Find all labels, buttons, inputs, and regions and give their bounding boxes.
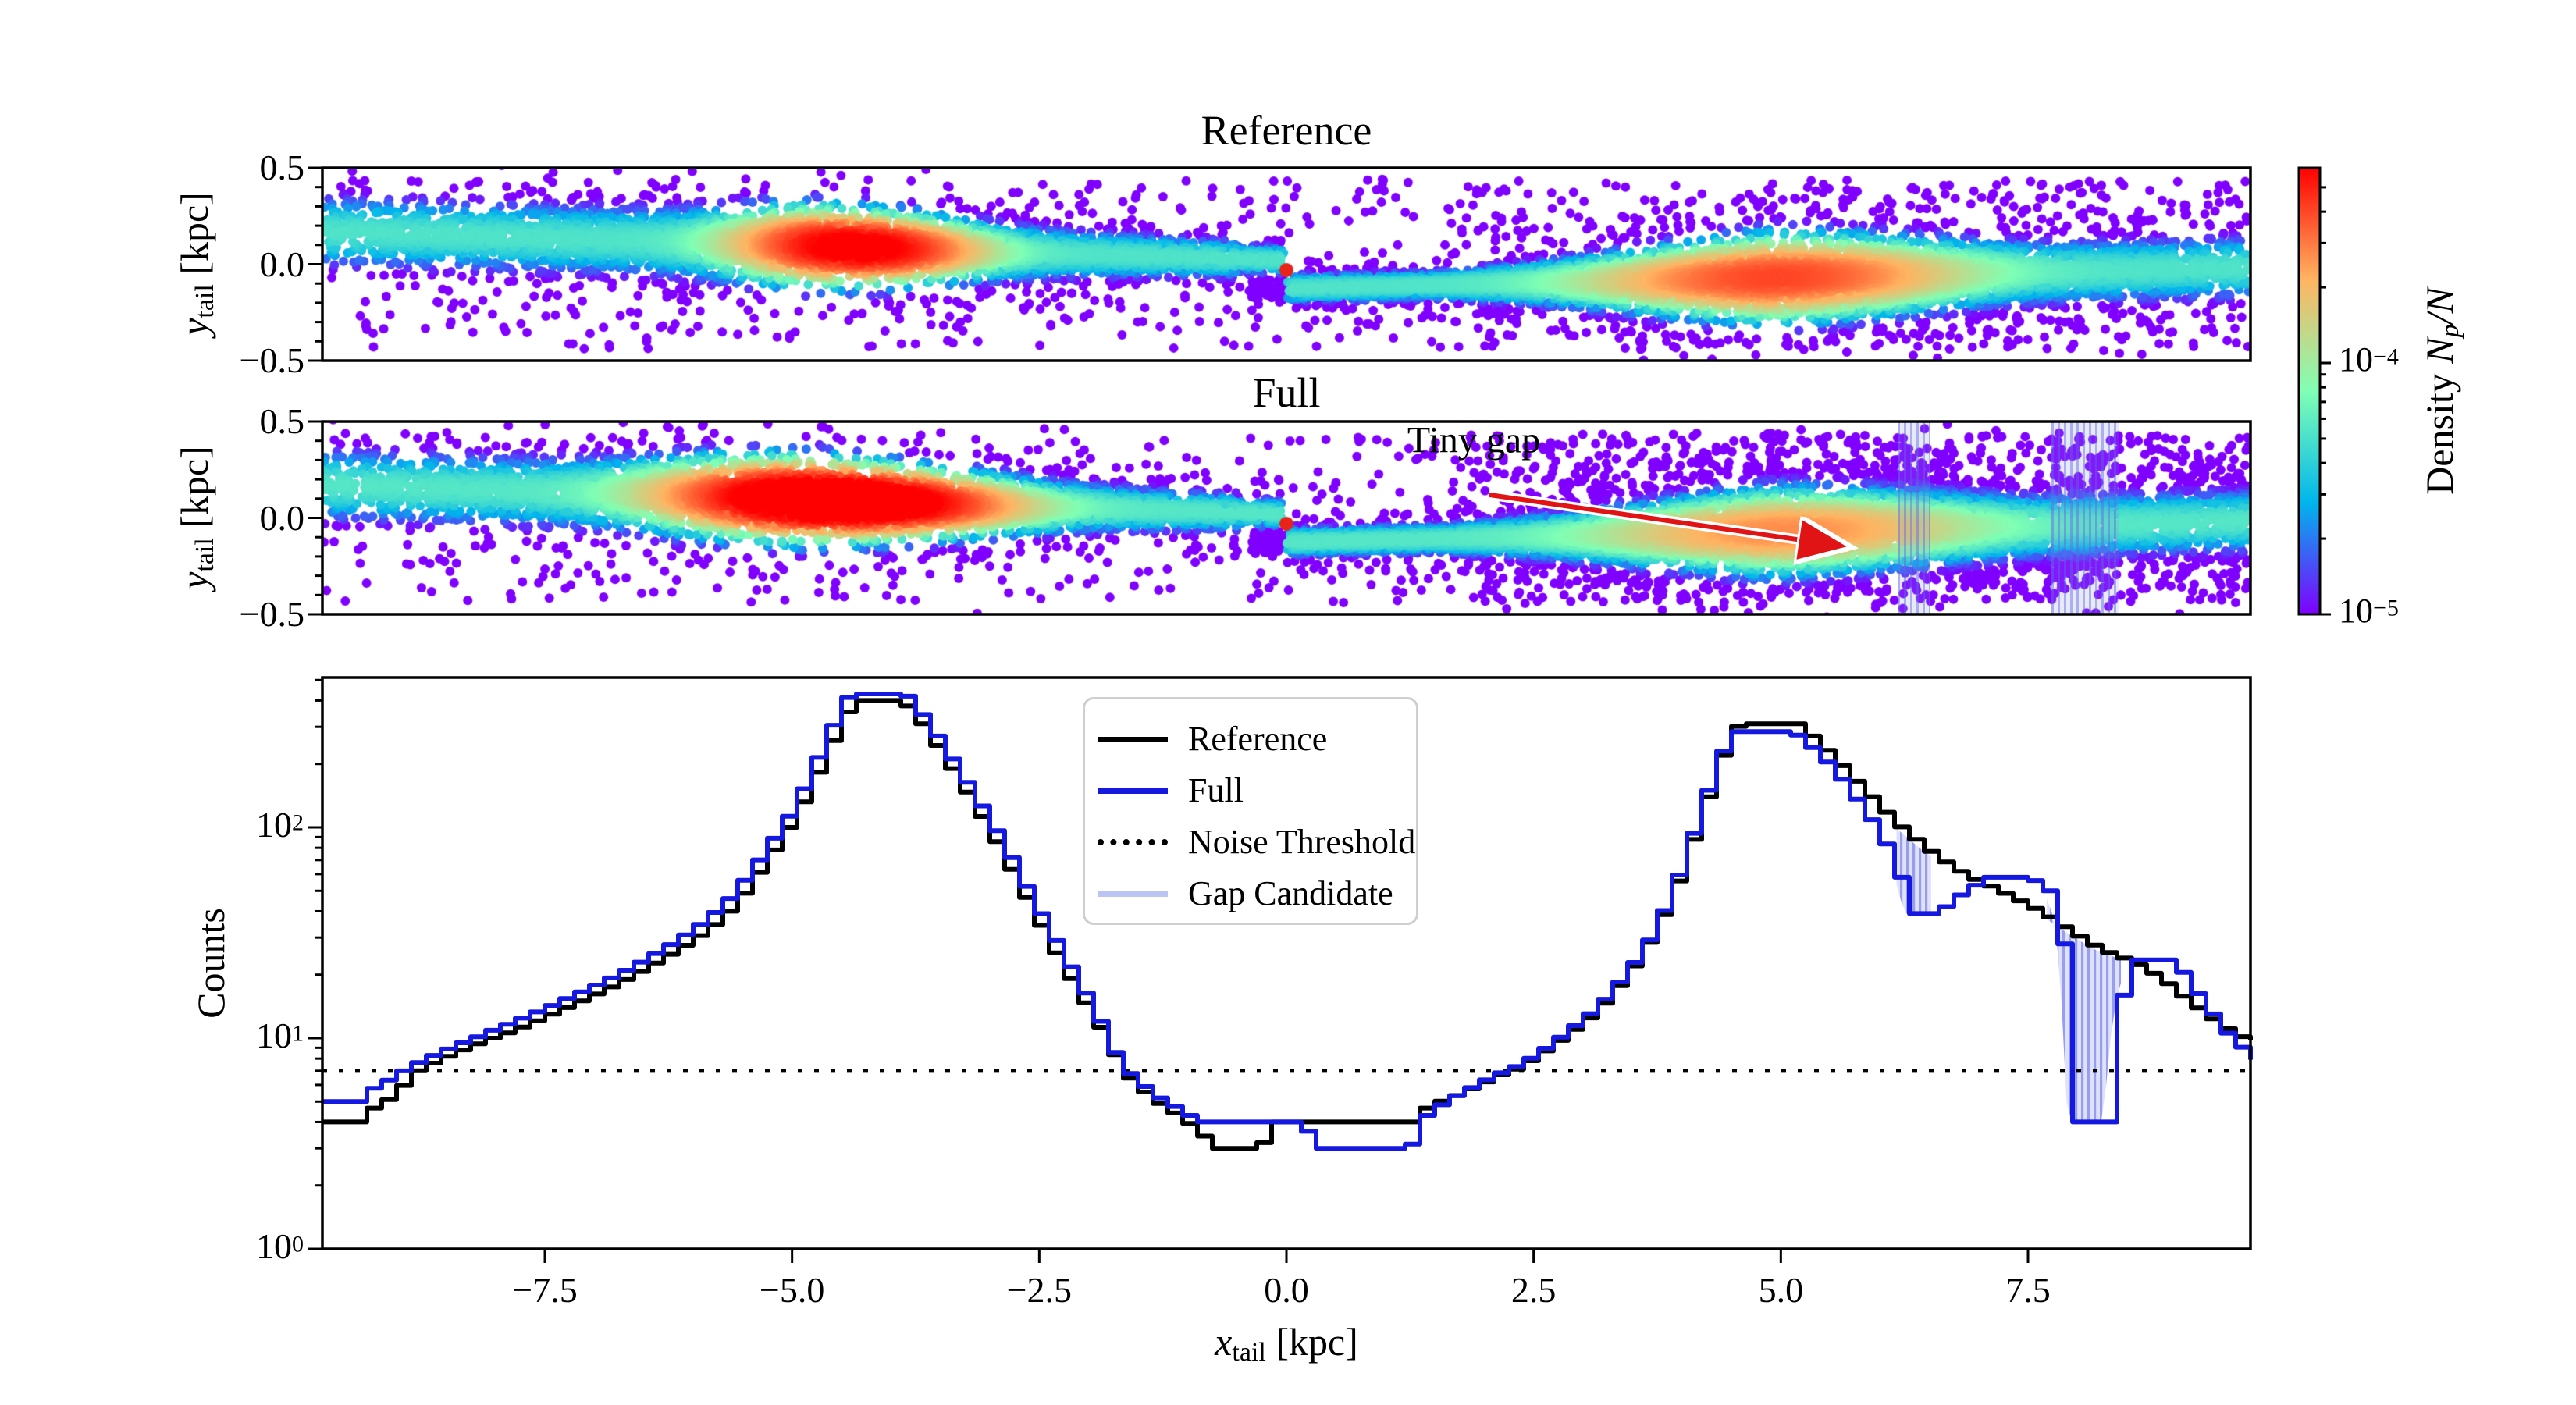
legend-label-full: Full (1188, 771, 1244, 809)
y-axis-label-counts: Counts (189, 908, 233, 1019)
colorbar-label-symbol: N (2417, 337, 2461, 364)
legend-swatch-reference-line (1098, 736, 1168, 742)
x-axis-label: xtail [kpc] (1215, 1322, 1358, 1366)
xlabel-symbol: x (1215, 1319, 1233, 1364)
counts-tick-label: 100 (256, 1226, 304, 1266)
colorbar-tick-label: 10−5 (2339, 592, 2400, 630)
colorbar (2297, 166, 2322, 616)
gap-candidate-band-2 (2051, 422, 2119, 614)
colorbar-label: Density Np/N (2417, 287, 2465, 495)
colorbar-tick-label: 10−4 (2339, 340, 2400, 379)
panel-title-reference: Reference (1201, 107, 1372, 154)
x-tick-label: −2.5 (1006, 1270, 1073, 1310)
full-scatter-canvas (322, 422, 2250, 614)
legend-label-noise-threshold: Noise Threshold (1188, 823, 1416, 861)
y-tick-label-reference: 0.0 (259, 244, 305, 284)
y-tick-label-full: 0.5 (259, 401, 305, 441)
legend-item-gap-candidate: Gap Candidate (1098, 868, 1416, 919)
ylabel-subscript: tail (190, 284, 220, 318)
counts-tick-label: 102 (256, 805, 304, 845)
gap-candidate-fill-1 (1896, 828, 1931, 914)
gap-candidate-fill-2 (2047, 898, 2122, 1122)
colorbar-label-suffix: /N (2417, 287, 2461, 325)
legend-item-noise-threshold: Noise Threshold (1098, 816, 1416, 868)
counts-tick-label: 101 (256, 1016, 304, 1055)
x-tick-label: 7.5 (2005, 1270, 2051, 1310)
legend-item-reference: Reference (1098, 713, 1416, 765)
x-tick-label: −5.0 (759, 1270, 825, 1310)
x-tick-label: −7.5 (512, 1270, 578, 1310)
x-tick-label: 5.0 (1758, 1270, 1804, 1310)
legend-label-reference: Reference (1188, 720, 1328, 758)
xlabel-subscript: tail (1232, 1338, 1266, 1368)
panel-title-full: Full (1252, 369, 1321, 416)
x-tick-label: 2.5 (1510, 1270, 1557, 1310)
ylabel-symbol: y (172, 318, 216, 336)
colorbar-label-subscript: p (2435, 324, 2465, 338)
xlabel-unit: [kpc] (1265, 1319, 1358, 1364)
legend-label-gap-candidate: Gap Candidate (1188, 874, 1393, 912)
reference-scatter-canvas (322, 168, 2250, 361)
ylabel-symbol: y (172, 571, 216, 589)
y-tick-label-full: −0.5 (239, 594, 304, 634)
legend-swatch-noise-threshold-line (1098, 839, 1168, 845)
y-tick-label-reference: 0.5 (259, 148, 305, 187)
ylabel-subscript: tail (190, 538, 220, 572)
legend-swatch-gap-candidate-line (1098, 891, 1168, 897)
y-tick-label-full: 0.0 (259, 497, 305, 538)
colorbar-label-prefix: Density (2417, 363, 2461, 495)
legend: Reference Full Noise Threshold Gap Candi… (1083, 697, 1418, 925)
legend-item-full: Full (1098, 765, 1416, 816)
legend-swatch-full-line (1098, 788, 1168, 794)
gap-candidate-band-1 (1897, 422, 1930, 614)
y-tick-label-reference: −0.5 (239, 340, 304, 380)
tiny-gap-annotation: Tiny gap (1407, 419, 1541, 461)
x-tick-label: 0.0 (1264, 1270, 1309, 1310)
